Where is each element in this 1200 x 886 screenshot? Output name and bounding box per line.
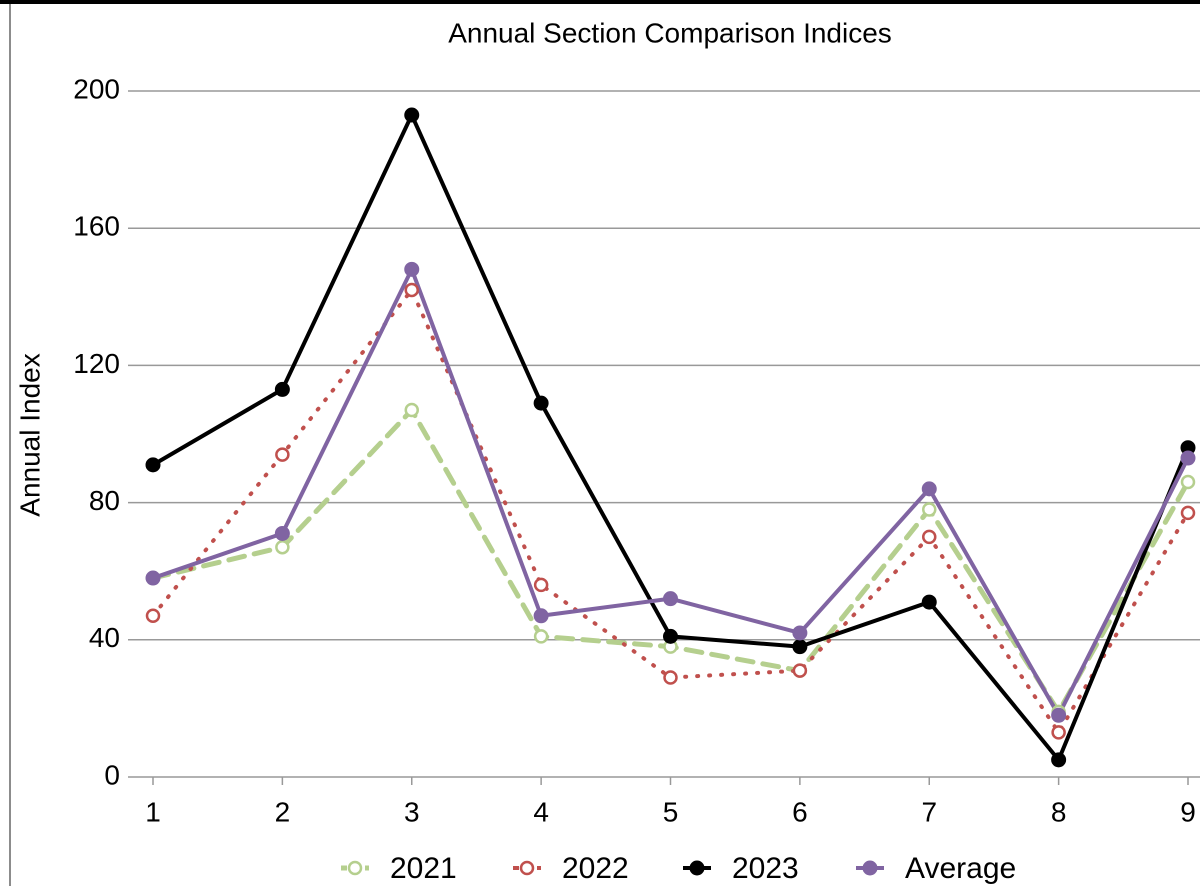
x-tick-label: 9 bbox=[1180, 796, 1196, 827]
data-point bbox=[274, 525, 290, 541]
data-point bbox=[404, 261, 420, 277]
x-tick-label: 3 bbox=[404, 796, 420, 827]
y-tick-label: 120 bbox=[73, 348, 120, 379]
x-tick-label: 8 bbox=[1051, 796, 1067, 827]
legend-label: 2023 bbox=[732, 852, 799, 885]
data-point bbox=[663, 591, 678, 607]
data-point bbox=[1051, 752, 1067, 768]
data-point bbox=[275, 447, 290, 462]
data-point bbox=[1180, 505, 1196, 521]
chart-title: Annual Section Comparison Indices bbox=[448, 17, 892, 48]
x-tick-label: 7 bbox=[921, 796, 937, 827]
y-tick-label: 200 bbox=[73, 73, 120, 104]
data-point bbox=[1051, 725, 1066, 740]
data-point bbox=[792, 639, 808, 655]
data-point bbox=[792, 663, 808, 678]
data-point bbox=[921, 481, 937, 497]
y-axis-label: Annual Index bbox=[14, 353, 45, 516]
legend-marker bbox=[347, 860, 363, 876]
data-point bbox=[404, 107, 420, 123]
data-point bbox=[145, 570, 161, 586]
legend-label: Average bbox=[905, 852, 1016, 885]
data-point bbox=[533, 629, 549, 644]
data-point bbox=[792, 625, 808, 641]
legend-label: 2022 bbox=[562, 852, 629, 885]
data-point bbox=[533, 395, 549, 411]
data-point bbox=[145, 457, 161, 473]
y-tick-label: 0 bbox=[104, 759, 120, 790]
data-point bbox=[274, 381, 290, 397]
data-point bbox=[663, 628, 678, 644]
x-tick-label: 2 bbox=[275, 796, 291, 827]
data-point bbox=[533, 577, 549, 593]
data-point bbox=[404, 282, 419, 298]
y-tick-label: 160 bbox=[73, 211, 120, 242]
data-point bbox=[1051, 707, 1067, 723]
x-tick-label: 6 bbox=[792, 796, 808, 827]
data-point bbox=[921, 594, 937, 610]
y-tick-label: 40 bbox=[89, 622, 120, 653]
data-point bbox=[145, 608, 161, 624]
x-tick-label: 5 bbox=[663, 796, 679, 827]
series-line bbox=[151, 113, 1190, 762]
data-point bbox=[533, 608, 549, 624]
data-point bbox=[1180, 474, 1196, 490]
legend-marker bbox=[862, 860, 878, 876]
legend-label: 2021 bbox=[390, 852, 457, 885]
legend-marker bbox=[689, 860, 705, 876]
y-tick-label: 80 bbox=[89, 485, 120, 516]
data-point bbox=[1180, 450, 1196, 466]
top-border bbox=[0, 0, 1200, 4]
series-line bbox=[151, 287, 1190, 735]
x-tick-label: 4 bbox=[533, 796, 549, 827]
data-point bbox=[663, 670, 678, 685]
data-point bbox=[922, 529, 937, 545]
x-tick-label: 1 bbox=[145, 796, 161, 827]
data-point bbox=[404, 402, 419, 418]
data-point bbox=[922, 502, 937, 517]
data-point bbox=[275, 539, 290, 555]
legend-marker bbox=[519, 860, 535, 876]
